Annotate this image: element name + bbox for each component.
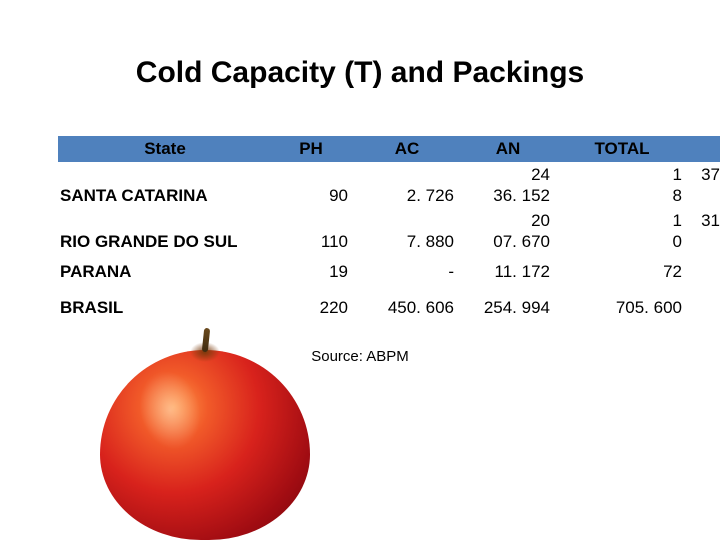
cell-an: 20 07. 670 (460, 210, 556, 252)
col-header-ph: PH (268, 139, 354, 159)
cell-total: 72 (556, 262, 688, 282)
table-row: BRASIL 220 450. 606 254. 994 705. 600 (58, 290, 720, 326)
cell-ac: 7. 880 (354, 232, 460, 254)
cell-an-top: 20 (460, 210, 550, 231)
col-header-state: State (58, 139, 268, 159)
cell-ph: 220 (268, 298, 354, 318)
table-row: PARANA 19 - 11. 172 72 (58, 254, 720, 290)
cell-an-top: 24 (460, 164, 550, 185)
cell-total-top: 1 (556, 210, 682, 231)
cell-ph: 110 (268, 232, 354, 254)
cell-extra-val: 37 (688, 164, 720, 185)
table-row: SANTA CATARINA 90 2. 726 24 36. 152 1 8 … (58, 162, 720, 208)
col-header-ac: AC (354, 139, 460, 159)
cell-an-bot: 07. 670 (460, 231, 550, 252)
cell-extra: 31 (688, 210, 720, 252)
col-header-an: AN (460, 139, 556, 159)
table-row: RIO GRANDE DO SUL 110 7. 880 20 07. 670 … (58, 208, 720, 254)
cell-state: SANTA CATARINA (58, 186, 268, 208)
cell-extra-val: 31 (688, 210, 720, 231)
cell-ac: 450. 606 (354, 298, 460, 318)
cell-an-bot: 36. 152 (460, 185, 550, 206)
col-header-total: TOTAL (556, 139, 688, 159)
cell-state: BRASIL (58, 298, 268, 318)
cell-ph: 90 (268, 186, 354, 208)
cell-extra: 37 (688, 164, 720, 206)
cell-total: 1 8 (556, 164, 688, 206)
table-body: SANTA CATARINA 90 2. 726 24 36. 152 1 8 … (58, 162, 720, 326)
cell-state: PARANA (58, 262, 268, 282)
table-header-row: State PH AC AN TOTAL (58, 136, 720, 162)
source-label: Source: ABPM (0, 348, 720, 365)
cell-total: 1 0 (556, 210, 688, 252)
slide-content: Cold Capacity (T) and Packings State PH … (0, 0, 720, 365)
cell-an: 11. 172 (460, 262, 556, 282)
cell-ac: 2. 726 (354, 186, 460, 208)
page-title: Cold Capacity (T) and Packings (0, 56, 720, 90)
cell-total-bot: 8 (556, 185, 682, 206)
cell-total-bot: 0 (556, 231, 682, 252)
cell-state: RIO GRANDE DO SUL (58, 232, 268, 254)
cell-total-top: 1 (556, 164, 682, 185)
cell-ac: - (354, 262, 460, 282)
cell-an: 24 36. 152 (460, 164, 556, 206)
cell-ph: 19 (268, 262, 354, 282)
cell-an: 254. 994 (460, 298, 556, 318)
cell-total: 705. 600 (556, 298, 688, 318)
capacity-table: State PH AC AN TOTAL SANTA CATARINA 90 2… (58, 136, 720, 326)
